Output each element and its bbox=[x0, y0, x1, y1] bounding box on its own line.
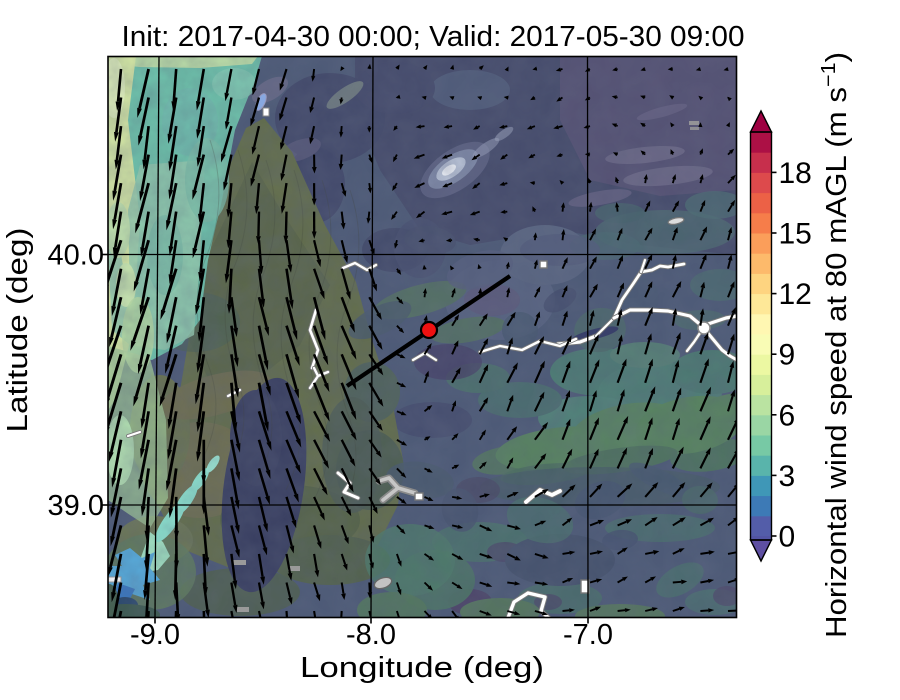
svg-text:3: 3 bbox=[779, 460, 796, 493]
svg-text:Latitude (deg): Latitude (deg) bbox=[2, 227, 34, 432]
svg-text:40.0: 40.0 bbox=[48, 240, 104, 272]
svg-text:39.0: 39.0 bbox=[48, 490, 104, 522]
svg-text:-7.0: -7.0 bbox=[563, 619, 613, 651]
svg-text:12: 12 bbox=[779, 278, 812, 311]
svg-text:0: 0 bbox=[779, 521, 796, 554]
svg-text:Longitude (deg): Longitude (deg) bbox=[300, 652, 544, 684]
svg-text:15: 15 bbox=[779, 218, 812, 251]
svg-text:18: 18 bbox=[779, 157, 812, 190]
svg-text:Init: 2017-04-30 00:00; Valid:: Init: 2017-04-30 00:00; Valid: 2017-05-3… bbox=[122, 21, 745, 53]
svg-text:Horizontal wind speed at 80 mA: Horizontal wind speed at 80 mAGL (m s−1) bbox=[818, 52, 853, 638]
svg-text:-8.0: -8.0 bbox=[346, 619, 396, 651]
svg-text:-9.0: -9.0 bbox=[130, 619, 180, 651]
svg-text:6: 6 bbox=[779, 399, 796, 432]
svg-text:9: 9 bbox=[779, 339, 796, 372]
